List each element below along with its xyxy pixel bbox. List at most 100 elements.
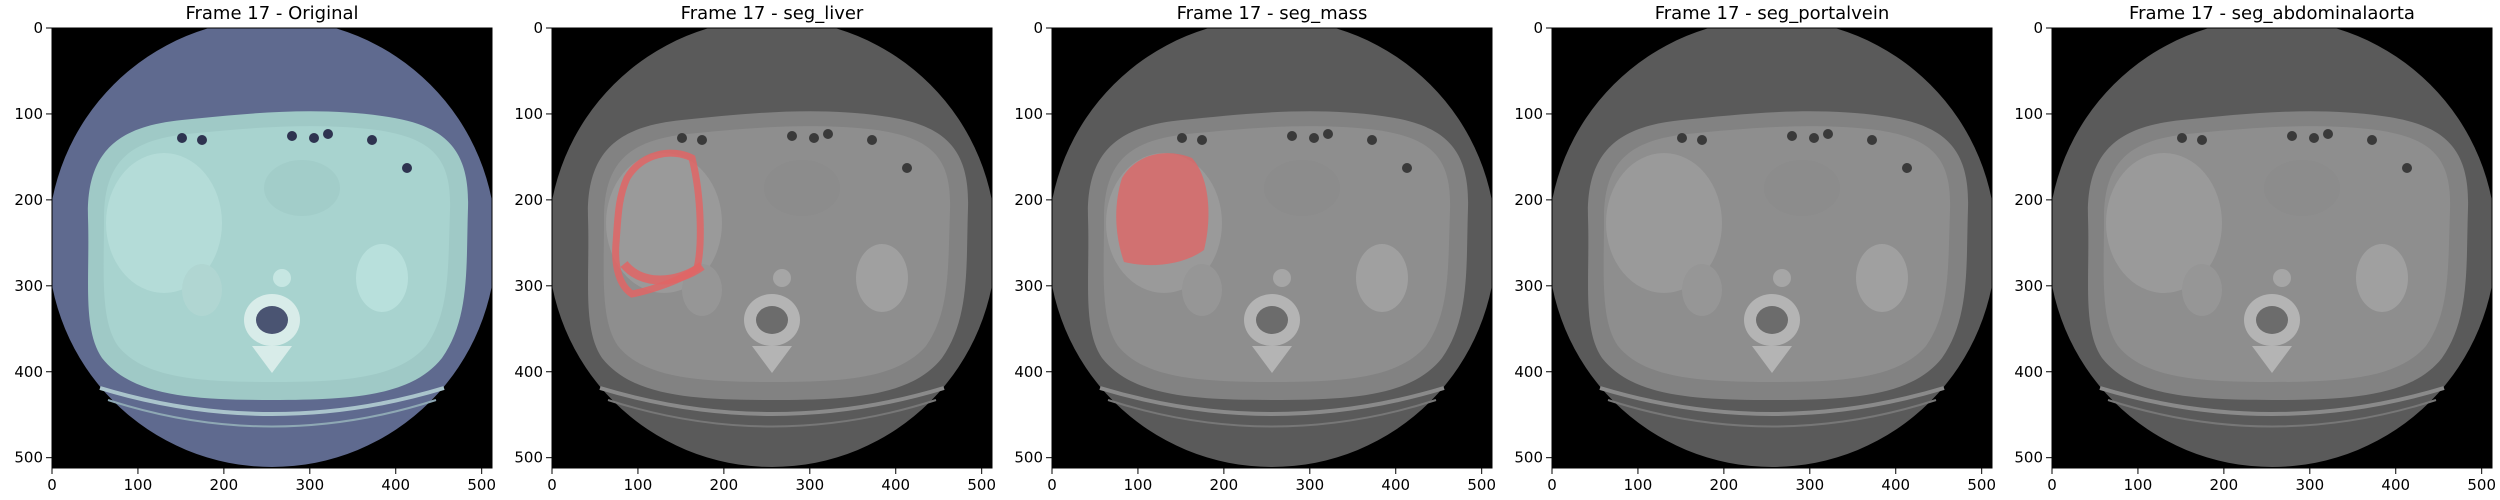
x-tick-label: 300	[1295, 476, 1324, 494]
bowel-gas	[287, 131, 297, 141]
y-tick-label: 400	[514, 363, 543, 381]
y-tick-label: 100	[1514, 105, 1543, 123]
aorta	[773, 269, 791, 287]
bowel-gas	[1323, 129, 1333, 139]
mass-segmentation-overlay	[1116, 153, 1209, 266]
bowel-gas	[2309, 133, 2319, 143]
x-tick-label: 200	[710, 476, 739, 494]
bowel-gas	[1177, 133, 1187, 143]
bowel-gas	[367, 135, 377, 145]
ct-image	[552, 28, 992, 468]
panel-title: Frame 17 - seg_liver	[681, 3, 864, 24]
kidney-left	[1356, 244, 1408, 312]
bowel-gas	[677, 133, 687, 143]
ct-image	[1552, 28, 1992, 468]
bowel-gas	[402, 163, 412, 173]
bowel-gas	[1867, 135, 1877, 145]
bowel-gas	[867, 135, 877, 145]
y-tick-label: 400	[1014, 363, 1043, 381]
ct-image	[52, 28, 492, 468]
x-tick-label: 300	[1795, 476, 1824, 494]
y-tick-label: 100	[1014, 105, 1043, 123]
panel-title: Frame 17 - seg_mass	[1177, 3, 1368, 24]
bowel-gas	[2177, 133, 2187, 143]
bowel-loop	[1764, 160, 1840, 216]
x-tick-label: 500	[2467, 476, 2496, 494]
bowel-gas	[1823, 129, 1833, 139]
bowel-gas	[323, 129, 333, 139]
x-tick-label: 500	[467, 476, 496, 494]
kidney-left	[1856, 244, 1908, 312]
bowel-gas	[2323, 129, 2333, 139]
x-tick-label: 100	[2124, 476, 2153, 494]
liver-region	[606, 153, 722, 293]
bowel-gas	[177, 133, 187, 143]
panel-title: Frame 17 - seg_abdominalaorta	[2129, 3, 2415, 24]
x-tick-label: 300	[295, 476, 324, 494]
x-tick-label: 0	[547, 476, 557, 494]
spinal-canal	[2256, 306, 2288, 334]
bowel-gas	[787, 131, 797, 141]
bowel-loop	[1264, 160, 1340, 216]
spinous-process	[252, 346, 292, 373]
y-tick-label: 300	[1014, 277, 1043, 295]
y-tick-label: 200	[514, 191, 543, 209]
axes-frame	[551, 27, 993, 469]
kidney-right	[182, 264, 222, 316]
y-tick-label: 400	[1514, 363, 1543, 381]
x-tick-label: 200	[1710, 476, 1739, 494]
bowel-gas	[197, 135, 207, 145]
y-tick-label: 0	[533, 19, 543, 37]
bowel-gas	[309, 133, 319, 143]
y-tick-label: 300	[2014, 277, 2043, 295]
kidney-left	[2356, 244, 2408, 312]
x-tick-label: 400	[881, 476, 910, 494]
bowel-gas	[902, 163, 912, 173]
spinous-process	[752, 346, 792, 373]
x-tick-label: 200	[2210, 476, 2239, 494]
x-tick-label: 200	[1210, 476, 1239, 494]
bowel-gas	[809, 133, 819, 143]
scanner-table-line	[1599, 386, 1945, 416]
y-tick-label: 0	[33, 19, 43, 37]
x-tick-label: 200	[210, 476, 239, 494]
y-tick-label: 100	[2014, 105, 2043, 123]
bowel-gas	[1197, 135, 1207, 145]
y-tick-label: 100	[14, 105, 43, 123]
y-tick-label: 500	[1014, 449, 1043, 467]
spinal-canal	[256, 306, 288, 334]
bowel-gas	[697, 135, 707, 145]
bowel-gas	[1402, 163, 1412, 173]
x-tick-label: 400	[1881, 476, 1910, 494]
bowel-gas	[1697, 135, 1707, 145]
x-tick-label: 0	[2047, 476, 2057, 494]
y-tick-label: 300	[14, 277, 43, 295]
y-tick-label: 400	[2014, 363, 2043, 381]
scanner-table-line	[1107, 399, 1437, 428]
bowel-gas	[823, 129, 833, 139]
bowel-gas	[2287, 131, 2297, 141]
x-tick-label: 400	[2381, 476, 2410, 494]
scanner-table-line	[1099, 386, 1445, 416]
bowel-gas	[2402, 163, 2412, 173]
liver-segmentation-overlay	[620, 260, 705, 285]
bowel-loop	[2264, 160, 2340, 216]
bowel-gas	[1677, 133, 1687, 143]
y-tick-label: 500	[14, 449, 43, 467]
x-tick-label: 100	[124, 476, 153, 494]
panel-5: Frame 17 - seg_abdominalaorta 0 100 200 300 4…	[2014, 3, 2496, 494]
y-tick-label: 500	[1514, 449, 1543, 467]
y-tick-label: 200	[2014, 191, 2043, 209]
scanner-table-line	[107, 399, 437, 428]
bowel-gas	[2197, 135, 2207, 145]
x-tick-label: 500	[1467, 476, 1496, 494]
spinal-canal	[756, 306, 788, 334]
kidney-left	[856, 244, 908, 312]
x-tick-label: 400	[381, 476, 410, 494]
y-tick-label: 200	[1514, 191, 1543, 209]
bowel-loop	[764, 160, 840, 216]
panel-4: Frame 17 - seg_portalvein 0 100 200 300 400 50…	[1514, 3, 1996, 494]
y-tick-label: 300	[1514, 277, 1543, 295]
